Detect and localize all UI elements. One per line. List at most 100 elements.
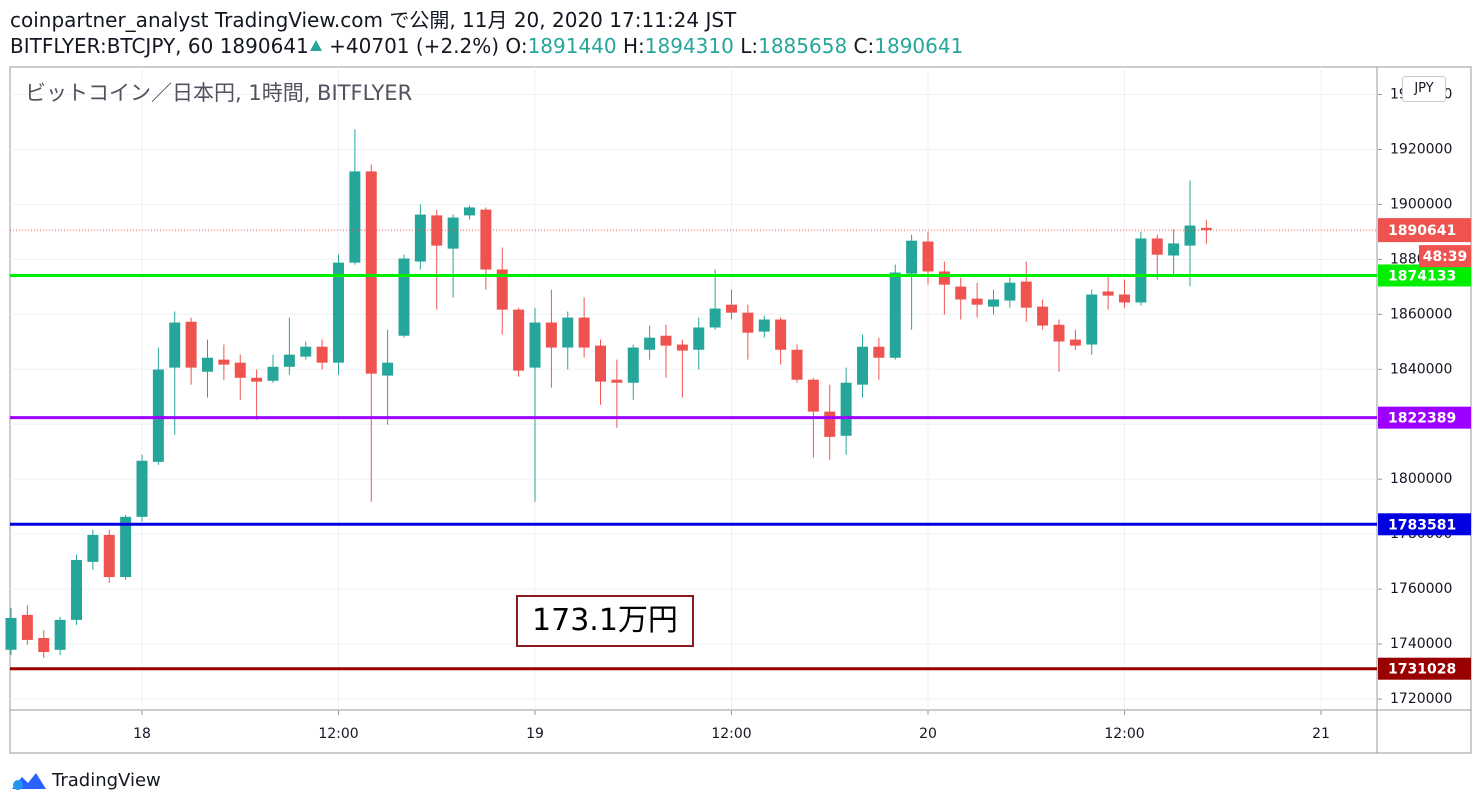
y-tick-label: 1860000 [1390, 306, 1452, 322]
candle-body [218, 359, 230, 365]
countdown-bg [1419, 245, 1471, 268]
candle-body [1200, 227, 1212, 231]
h-label: H: [623, 34, 645, 58]
candle-body [169, 322, 181, 368]
level-label-bg [1378, 264, 1471, 287]
x-tick-label: 20 [919, 726, 937, 742]
candle-body [726, 304, 737, 313]
level-label-bg [1378, 513, 1471, 536]
publisher: coinpartner_analyst TradingView.com で公開,… [10, 8, 737, 32]
c-value: 1890641 [874, 34, 964, 58]
last-price-label: 1890641 [1388, 223, 1456, 239]
candle-body [267, 366, 279, 381]
y-tick-label: 1900000 [1390, 196, 1452, 212]
candle-body [1020, 281, 1032, 308]
currency-badge[interactable]: JPY [1402, 76, 1446, 102]
grid [10, 67, 1377, 710]
candle-body [316, 346, 328, 363]
candle-body [38, 638, 50, 653]
candle-body [1151, 238, 1163, 255]
level-label-bg [1378, 657, 1471, 680]
candle-body [627, 347, 639, 383]
level-label: 1874133 [1388, 268, 1456, 284]
level-label: 1822389 [1388, 411, 1456, 427]
candle-body [464, 207, 475, 216]
candle-body [398, 258, 410, 336]
header: coinpartner_analyst TradingView.com で公開,… [10, 7, 963, 59]
candle-body [1086, 294, 1098, 345]
annotation: 173.1万円 [516, 595, 694, 647]
candle-body [480, 209, 492, 270]
candle-body [1053, 324, 1065, 342]
up-arrow [309, 40, 322, 51]
candle-body [365, 171, 377, 374]
o-label: O: [505, 34, 528, 58]
candle-body [578, 317, 590, 348]
candle-body [742, 312, 754, 333]
candle-body [824, 411, 836, 437]
candle-body [693, 327, 705, 350]
level-label-bg [1378, 406, 1471, 429]
candle-body [54, 619, 66, 650]
candle-body [382, 362, 394, 376]
candle-body [840, 382, 852, 436]
candle-body [333, 262, 344, 363]
candle-body [775, 319, 787, 350]
candle-body [955, 286, 967, 300]
level-label: 1783581 [1388, 517, 1456, 533]
candle-body [611, 379, 623, 383]
candle-body [1119, 294, 1130, 303]
candle-body [71, 559, 82, 620]
candle-body [21, 614, 33, 640]
candle-body [922, 241, 934, 272]
candle-body [120, 516, 132, 578]
candle-body [513, 309, 525, 371]
y-tick-label: 1720000 [1390, 691, 1452, 707]
logo [12, 773, 46, 790]
candle-body [988, 299, 999, 307]
candle-body [1004, 282, 1016, 301]
candle-body [87, 534, 99, 562]
candle-body [5, 617, 17, 650]
candle-body [676, 344, 688, 351]
y-tick-label: 1920000 [1390, 141, 1452, 157]
candle-body [1102, 291, 1114, 296]
candle-body [1037, 306, 1049, 326]
x-tick-label: 21 [1312, 726, 1330, 742]
candle-body [1184, 225, 1196, 246]
l-label: L: [740, 34, 759, 58]
last-price-label-bg [1378, 218, 1471, 243]
brand: TradingView [52, 769, 161, 791]
candle-body [1069, 339, 1081, 346]
symbol: BITFLYER:BTCJPY, 60 [10, 34, 214, 58]
candle-body [906, 240, 918, 274]
candle-body [807, 379, 819, 412]
candle-body [234, 362, 246, 378]
candle-body [103, 534, 115, 578]
change: +40701 (+2.2%) [329, 34, 500, 58]
candle-body [545, 322, 557, 348]
y-tick-label: 1800000 [1390, 471, 1452, 487]
x-tick-label: 12:00 [1104, 726, 1144, 742]
last-price: 1890641 [219, 34, 309, 58]
candle-body [595, 345, 606, 382]
y-tick-label: 1740000 [1390, 636, 1452, 652]
candle-body [709, 308, 721, 328]
footer: TradingView [10, 769, 161, 791]
watermark: ビットコイン／日本円, 1時間, BITFLYER [25, 81, 412, 105]
candle-body [1168, 243, 1180, 256]
candle-body [938, 271, 950, 285]
candle-body [251, 377, 263, 382]
countdown: 48:39 [1423, 249, 1468, 265]
candle-body [496, 269, 508, 310]
candle-body [447, 217, 459, 249]
candle-body [644, 337, 656, 350]
chart-frame [9, 66, 1472, 754]
candle-body [283, 354, 295, 367]
o-value: 1891440 [527, 34, 617, 58]
candle-body [529, 322, 541, 368]
candle-body [758, 319, 770, 332]
x-tick-label: 12:00 [318, 726, 358, 742]
